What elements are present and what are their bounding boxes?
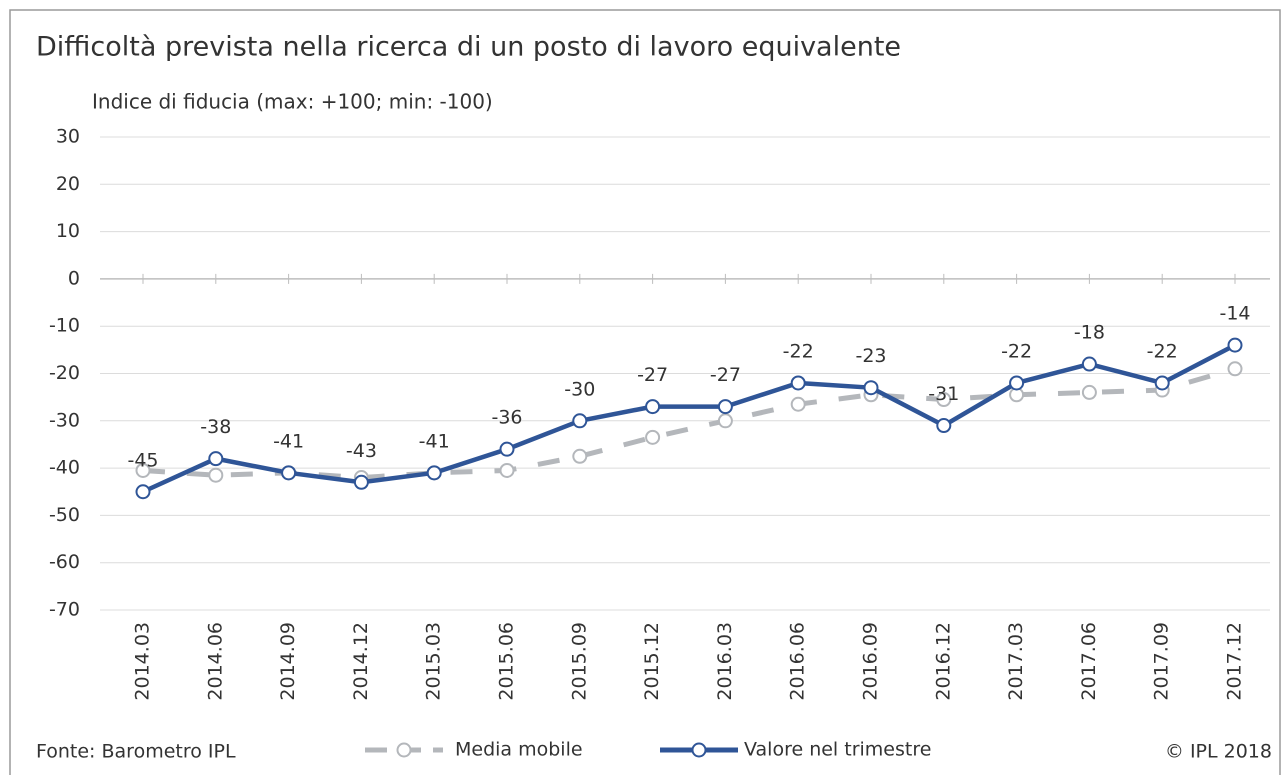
x-tick-label: 2017.12 <box>1224 622 1246 701</box>
point-marker <box>936 418 952 434</box>
point-marker <box>135 484 151 500</box>
x-tick-label: 2016.06 <box>787 622 809 701</box>
x-tick-label: 2014.12 <box>350 622 372 701</box>
y-tick-label: -70 <box>49 599 80 621</box>
point-marker <box>790 396 806 412</box>
point-marker <box>208 467 224 483</box>
point-marker <box>499 441 515 457</box>
y-tick-label: 20 <box>56 173 80 195</box>
data-label: -30 <box>564 378 595 400</box>
source: Fonte: Barometro IPL <box>36 741 236 763</box>
x-tick-label: 2017.06 <box>1078 622 1100 701</box>
point-marker <box>281 465 297 481</box>
point-marker <box>1009 375 1025 391</box>
y-tick-label: 30 <box>56 126 80 148</box>
x-tick-label: 2015.06 <box>496 622 518 701</box>
point-marker <box>717 399 733 415</box>
x-tick-label: 2015.03 <box>423 622 445 701</box>
x-tick-label: 2015.12 <box>641 622 663 701</box>
series-line <box>142 343 1237 494</box>
data-label: -41 <box>419 430 450 452</box>
point-marker <box>645 429 661 445</box>
data-label: -22 <box>1001 340 1032 362</box>
data-label: -22 <box>1147 340 1178 362</box>
point-marker <box>645 399 661 415</box>
legend-marker <box>396 742 412 758</box>
x-tick-label: 2015.09 <box>568 622 590 701</box>
point-marker <box>499 462 515 478</box>
x-tick-label: 2014.03 <box>132 622 154 701</box>
y-tick-label: -40 <box>49 457 80 479</box>
chart-title: Difficoltà prevista nella ricerca di un … <box>36 32 901 63</box>
y-axis-label: Indice di fiducia (max: +100; min: -100) <box>92 90 493 114</box>
series-line <box>142 366 1236 481</box>
y-tick-label: -20 <box>49 362 80 384</box>
legend-label: Valore nel trimestre <box>744 739 931 761</box>
point-marker <box>426 465 442 481</box>
y-tick-label: 10 <box>56 220 80 242</box>
data-label: -36 <box>491 407 522 429</box>
data-label: -41 <box>273 430 304 452</box>
y-tick-label: -50 <box>49 504 80 526</box>
x-tick-label: 2016.03 <box>714 622 736 701</box>
point-marker <box>135 462 151 478</box>
copyright: © IPL 2018 <box>1165 741 1272 763</box>
data-label: -14 <box>1219 303 1250 325</box>
point-marker <box>353 474 369 490</box>
data-label: -23 <box>855 345 886 367</box>
x-tick-label: 2017.03 <box>1005 622 1027 701</box>
data-label: -18 <box>1074 322 1105 344</box>
data-label: -27 <box>637 364 668 386</box>
point-marker <box>208 451 224 467</box>
data-label: -43 <box>346 440 377 462</box>
point-marker <box>717 413 733 429</box>
x-tick-label: 2016.12 <box>932 622 954 701</box>
point-marker <box>572 413 588 429</box>
point-marker <box>936 392 952 408</box>
point-marker <box>1227 361 1243 377</box>
point-marker <box>1081 356 1097 372</box>
data-label: -27 <box>710 364 741 386</box>
y-tick-label: 0 <box>68 267 80 289</box>
data-label: -31 <box>928 383 959 405</box>
point-marker <box>863 380 879 396</box>
x-tick-label: 2017.09 <box>1151 622 1173 701</box>
legend-marker <box>691 742 707 758</box>
y-tick-label: -30 <box>49 409 80 431</box>
point-marker <box>790 375 806 391</box>
x-tick-label: 2016.09 <box>860 622 882 701</box>
data-label: -45 <box>127 449 158 471</box>
y-tick-label: -10 <box>49 315 80 337</box>
y-tick-label: -60 <box>49 551 80 573</box>
data-label: -22 <box>783 340 814 362</box>
point-marker <box>1081 384 1097 400</box>
point-marker <box>1154 375 1170 391</box>
point-marker <box>572 448 588 464</box>
x-tick-label: 2014.06 <box>204 622 226 701</box>
legend-label: Media mobile <box>455 739 583 761</box>
data-label: -38 <box>200 416 231 438</box>
point-marker <box>1227 337 1243 353</box>
x-tick-label: 2014.09 <box>277 622 299 701</box>
